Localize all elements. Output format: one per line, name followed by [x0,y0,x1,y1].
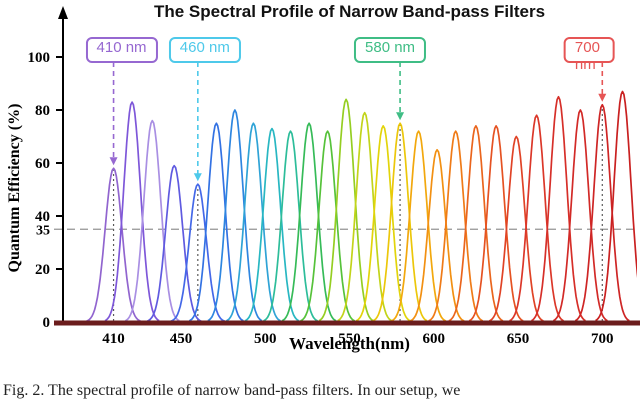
filter-curve [509,114,564,322]
x-tick-label: 600 [423,331,446,347]
filter-curve [488,135,544,322]
filter-curve [595,90,637,322]
threshold-label: 35 [36,223,50,238]
filter-curve [207,109,263,322]
filter-curve [448,125,504,322]
annotation-arrowhead [598,93,607,102]
filter-curve [104,101,160,322]
filter-curve [226,122,281,322]
wavelength-annotation-410: 410 nm [85,37,158,63]
filter-curve [391,130,447,322]
filter-curve [281,122,337,322]
wavelength-annotation-700: 700 nm [563,37,615,73]
filter-curve [468,125,524,322]
x-tick-label: 410 [102,331,125,347]
y-tick-label: 80 [35,103,50,119]
x-tick-label: 500 [254,331,277,347]
filter-curve [318,98,374,322]
chart-title: The Spectral Profile of Narrow Band-pass… [153,2,546,21]
filter-curve [244,127,300,322]
x-tick-label: 700 [591,331,614,347]
y-tick-label: 60 [35,156,50,172]
annotation-arrowhead [193,173,202,182]
y-tick-label: 40 [35,209,50,225]
y-axis-arrow [58,6,68,19]
y-axis-label: Quantum Efficiency (%) [6,103,23,273]
x-tick-label: 450 [170,331,193,347]
filter-curve [263,130,318,322]
y-tick-label: 100 [28,50,51,66]
figure-caption: Fig. 2. The spectral profile of narrow b… [3,382,461,399]
filter-curve [552,109,608,322]
x-tick-label: 550 [338,331,361,347]
filter-curve [428,130,484,322]
filter-curve [574,103,630,322]
annotation-label: 580 nm [365,39,416,56]
annotation-arrowhead [109,157,118,166]
y-tick-label: 20 [35,262,50,278]
wavelength-annotation-580: 580 nm [354,37,427,63]
annotation-label: 460 nm [179,39,230,56]
annotation-arrowhead [396,112,405,121]
filter-curve [300,130,356,322]
filter-curve [86,167,141,322]
filter-curve [146,164,202,322]
filter-curve [409,148,465,322]
wavelength-annotation-460: 460 nm [168,37,241,63]
x-tick-label: 650 [507,331,530,347]
x-axis-line [54,320,640,326]
annotation-label: 410 nm [96,39,147,56]
y-tick-label: 0 [43,315,51,331]
x-axis-label: Wavelength(nm) [289,334,410,353]
filter-curve [531,95,586,322]
filter-curve [372,122,428,322]
annotation-label: 700 nm [574,39,600,73]
filter-curves [86,90,637,322]
filter-curve [124,119,180,322]
filter-curve [188,122,244,322]
